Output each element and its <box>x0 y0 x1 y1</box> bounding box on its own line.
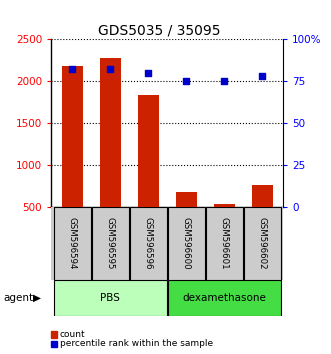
Text: GSM596601: GSM596601 <box>220 217 229 270</box>
Point <box>260 73 265 79</box>
Point <box>70 67 75 72</box>
Bar <box>176 192 197 207</box>
Point <box>146 70 151 75</box>
Bar <box>100 58 120 207</box>
Bar <box>129 207 167 280</box>
Text: ▶: ▶ <box>33 293 41 303</box>
Text: GSM596602: GSM596602 <box>258 217 266 270</box>
Bar <box>167 280 281 316</box>
Bar <box>62 66 83 207</box>
Text: percentile rank within the sample: percentile rank within the sample <box>60 339 213 348</box>
Point <box>108 67 113 72</box>
Bar <box>54 280 167 316</box>
Bar <box>214 204 235 207</box>
Point <box>183 78 189 84</box>
Bar <box>206 207 243 280</box>
Bar <box>244 207 281 280</box>
Text: count: count <box>60 330 86 339</box>
Bar <box>138 95 159 207</box>
Bar <box>252 185 272 207</box>
Bar <box>54 207 91 280</box>
Text: GSM596600: GSM596600 <box>182 217 191 270</box>
Text: agent: agent <box>3 293 33 303</box>
Text: GSM596594: GSM596594 <box>68 217 77 270</box>
Text: dexamethasone: dexamethasone <box>182 293 266 303</box>
Bar <box>92 207 129 280</box>
Text: PBS: PBS <box>100 293 120 303</box>
Text: GDS5035 / 35095: GDS5035 / 35095 <box>98 23 220 37</box>
Text: GSM596595: GSM596595 <box>106 217 115 270</box>
Point <box>221 78 227 84</box>
Text: GSM596596: GSM596596 <box>144 217 153 270</box>
Bar <box>167 207 205 280</box>
